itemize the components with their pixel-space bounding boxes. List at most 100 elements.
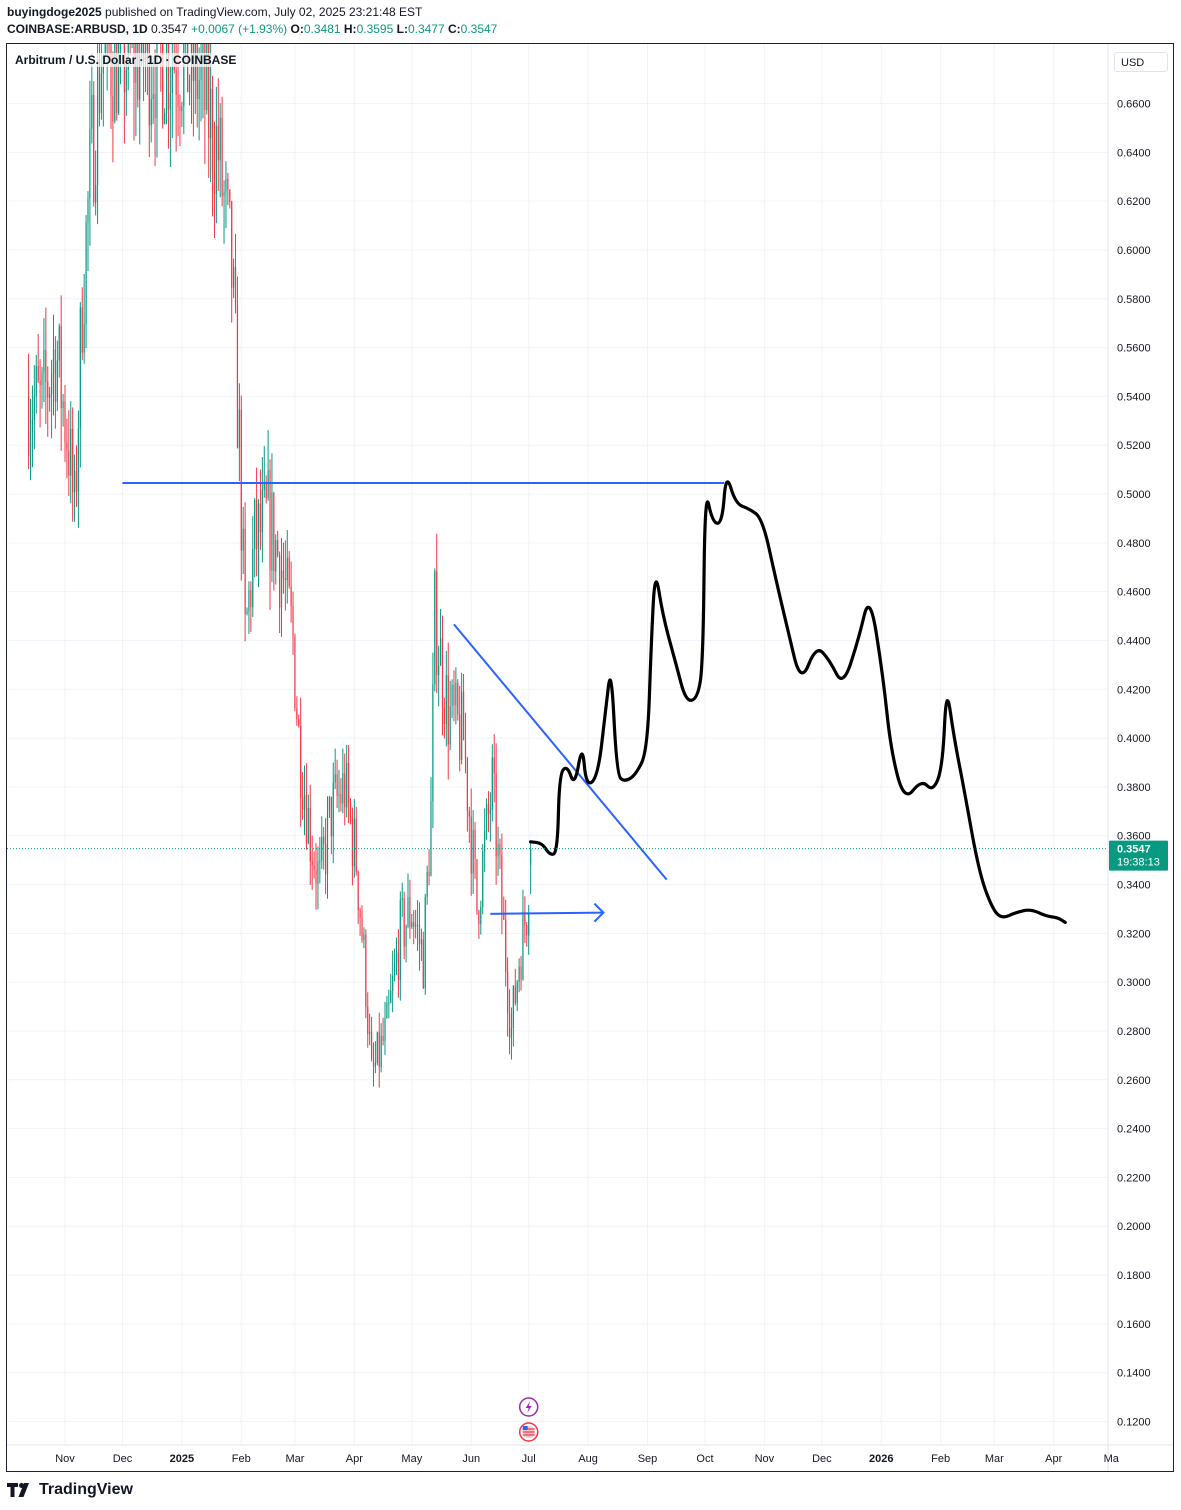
candle-body[interactable] (393, 963, 396, 976)
candle-body[interactable] (250, 590, 252, 608)
candle-body[interactable] (271, 493, 273, 571)
candle-body[interactable] (374, 1062, 377, 1067)
candle-body[interactable] (499, 843, 501, 856)
candle-body[interactable] (183, 38, 185, 107)
candle-body[interactable] (321, 836, 323, 861)
candle-body[interactable] (464, 739, 467, 759)
horizontal-arrow[interactable] (490, 902, 605, 923)
candle-body[interactable] (200, 62, 202, 80)
candle-body[interactable] (311, 861, 313, 866)
candle-body[interactable] (307, 807, 309, 844)
candle-body[interactable] (175, 70, 177, 95)
candle-body[interactable] (487, 803, 490, 814)
candle-body[interactable] (83, 324, 85, 353)
candle-body[interactable] (428, 872, 430, 876)
candle-body[interactable] (528, 913, 530, 936)
candle-body[interactable] (210, 88, 212, 139)
candle-body[interactable] (165, 39, 168, 114)
currency-selector[interactable]: USD (1114, 52, 1168, 72)
candle-body[interactable] (380, 1035, 382, 1067)
candle-body[interactable] (118, 27, 120, 113)
candle-body[interactable] (234, 267, 237, 306)
candle-body[interactable] (298, 718, 300, 726)
candle-body[interactable] (472, 830, 474, 874)
candle-body[interactable] (273, 493, 275, 572)
lightning-event-icon[interactable] (518, 1397, 539, 1417)
candle-body[interactable] (447, 675, 449, 745)
candle-body[interactable] (98, 58, 101, 113)
candle-body[interactable] (41, 372, 43, 386)
candle-body[interactable] (192, 7, 194, 82)
candle-body[interactable] (96, 58, 99, 186)
candle-body[interactable] (395, 952, 398, 964)
candle-body[interactable] (231, 201, 233, 288)
candle-body[interactable] (376, 1032, 378, 1063)
candle-body[interactable] (363, 934, 365, 941)
candle-body[interactable] (190, 7, 193, 80)
candle-body[interactable] (284, 578, 286, 581)
candle-body[interactable] (242, 528, 244, 551)
candle-body[interactable] (152, 94, 154, 100)
candle-body[interactable] (336, 774, 338, 796)
candle-body[interactable] (338, 794, 340, 796)
candle-body[interactable] (439, 638, 442, 666)
candle-body[interactable] (160, 0, 161, 40)
candle-body[interactable] (107, 0, 108, 34)
candle-body[interactable] (508, 1012, 511, 1038)
candle-body[interactable] (248, 590, 250, 612)
candle-body[interactable] (217, 125, 219, 161)
candle-body[interactable] (265, 481, 267, 499)
candle-body[interactable] (225, 178, 227, 193)
candle-body[interactable] (415, 924, 417, 927)
candle-body[interactable] (323, 836, 325, 844)
candle-body[interactable] (275, 540, 277, 572)
candle-body[interactable] (112, 96, 114, 122)
publisher-name[interactable]: buyingdoge2025 (7, 5, 102, 19)
last-price-label[interactable] (1109, 840, 1168, 871)
candle-body[interactable] (326, 810, 329, 875)
candle-body[interactable] (171, 66, 173, 94)
candle-body[interactable] (60, 326, 62, 409)
candle-body[interactable] (81, 307, 83, 353)
candle-body[interactable] (290, 586, 292, 607)
candle-body[interactable] (49, 393, 51, 398)
candle-body[interactable] (150, 99, 152, 126)
candle-body[interactable] (79, 307, 81, 429)
candle-body[interactable] (141, 0, 143, 56)
candle-body[interactable] (426, 872, 428, 897)
candle-body[interactable] (424, 896, 426, 989)
candle-body[interactable] (146, 16, 148, 52)
candle-body[interactable] (198, 79, 200, 100)
symbol-legend[interactable]: Arbitrum / U.S. Dollar · 1D · COINBASE (15, 53, 237, 67)
candle-body[interactable] (267, 470, 269, 499)
candle-body[interactable] (403, 898, 405, 947)
candle-body[interactable] (409, 896, 411, 928)
candle-body[interactable] (148, 16, 150, 126)
candle-body[interactable] (130, 0, 131, 37)
candle-body[interactable] (522, 912, 524, 980)
chart-frame[interactable] (6, 43, 1174, 1472)
candle-body[interactable] (137, 35, 139, 100)
candle-body[interactable] (120, 0, 121, 27)
candle-body[interactable] (162, 40, 164, 124)
candle-body[interactable] (495, 772, 497, 857)
candle-body[interactable] (116, 23, 118, 113)
candle-body[interactable] (392, 975, 394, 991)
candle-body[interactable] (485, 803, 488, 832)
candle-body[interactable] (244, 528, 246, 614)
candle-body[interactable] (324, 843, 327, 875)
candle-body[interactable] (482, 851, 484, 908)
candle-body[interactable] (215, 125, 217, 194)
candle-body[interactable] (58, 326, 60, 361)
candle-body[interactable] (219, 117, 221, 161)
candle-body[interactable] (125, 69, 127, 93)
candle-body[interactable] (263, 481, 265, 490)
candle-body[interactable] (204, 38, 206, 111)
candle-body[interactable] (302, 797, 304, 810)
candle-body[interactable] (328, 797, 331, 811)
candle-body[interactable] (382, 1035, 384, 1042)
candle-body[interactable] (35, 365, 37, 397)
candle-body[interactable] (87, 198, 89, 223)
candle-body[interactable] (62, 401, 64, 409)
candle-body[interactable] (466, 758, 468, 811)
